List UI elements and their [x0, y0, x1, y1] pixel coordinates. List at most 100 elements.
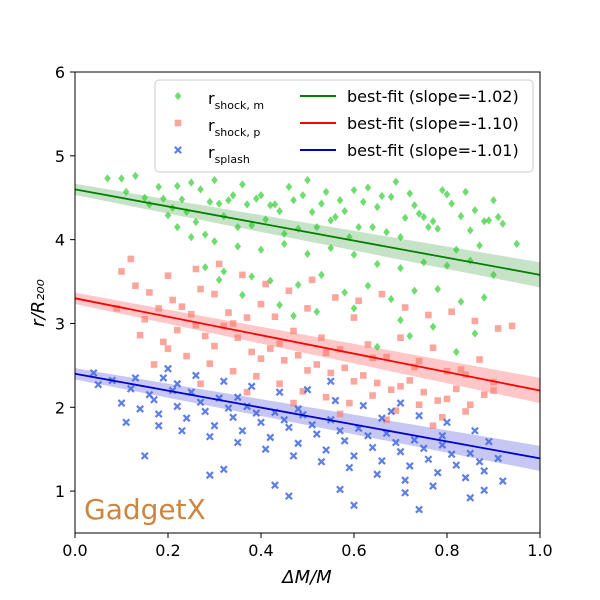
point-s0-78: [439, 186, 446, 195]
point-s1-46: [466, 401, 474, 409]
point-s2-17: [340, 436, 349, 445]
point-s0-12: [290, 196, 297, 205]
point-s0-41: [178, 195, 186, 204]
point-s2-77: [205, 471, 214, 480]
point-s2-80: [401, 488, 410, 497]
point-s0-106: [411, 286, 418, 295]
x-axis-label: ΔM/M: [280, 567, 332, 588]
y-tick-label-2: 3: [55, 314, 65, 333]
point-s0-76: [406, 189, 414, 198]
point-s0-21: [425, 222, 432, 232]
point-s0-82: [174, 222, 181, 232]
point-s1-15: [350, 314, 358, 321]
point-s1-84: [462, 371, 469, 378]
point-s2-87: [154, 421, 163, 430]
point-s2-98: [117, 399, 126, 407]
point-s0-40: [164, 211, 172, 220]
point-s2-65: [470, 426, 479, 435]
point-s1-30: [220, 322, 228, 330]
point-s1-50: [183, 352, 190, 360]
point-s0-47: [257, 191, 265, 200]
point-s2-59: [303, 385, 312, 394]
point-s1-56: [322, 393, 330, 401]
point-s0-60: [485, 216, 493, 225]
fit-band-1: [75, 292, 540, 404]
point-s1-55: [299, 388, 307, 395]
point-s0-86: [257, 245, 265, 254]
point-s0-4: [160, 194, 167, 203]
point-s0-28: [234, 222, 242, 232]
point-s0-53: [355, 222, 362, 232]
point-s2-32: [182, 414, 191, 423]
legend-label-shock-p-sub: shock, p: [215, 126, 261, 139]
legend-frame: [154, 79, 534, 173]
point-s0-115: [429, 322, 437, 331]
point-s2-36: [238, 426, 247, 435]
point-s0-46: [239, 180, 246, 189]
point-s1-59: [392, 407, 400, 414]
point-s1-11: [290, 327, 297, 335]
point-s1-78: [192, 321, 200, 329]
point-s0-99: [248, 272, 255, 281]
point-s2-24: [438, 441, 447, 449]
point-s0-16: [350, 186, 358, 195]
x-axis-ticks: 0.0 0.2 0.4 0.6 0.8 1.0: [62, 533, 553, 560]
point-s1-20: [429, 344, 437, 352]
point-s1-67: [285, 287, 293, 295]
point-s2-89: [233, 393, 242, 402]
legend-label-fit-s: best-fit (slope=-1.01): [347, 141, 519, 160]
point-s1-76: [494, 325, 502, 332]
point-s0-79: [453, 245, 460, 254]
point-s0-30: [271, 200, 279, 209]
point-s2-48: [405, 462, 414, 470]
fit-line-0: [74, 188, 541, 276]
point-s2-51: [447, 450, 456, 459]
point-s0-94: [443, 261, 451, 270]
point-s1-9: [257, 300, 265, 308]
point-s2-81: [466, 493, 475, 502]
point-s2-97: [94, 380, 103, 389]
point-s0-59: [466, 226, 474, 235]
point-s0-114: [397, 315, 404, 325]
point-s2-15: [312, 430, 321, 439]
point-s0-77: [420, 212, 428, 222]
point-s0-23: [457, 212, 465, 221]
point-s0-92: [397, 264, 404, 273]
point-s1-60: [415, 401, 423, 409]
point-s0-52: [336, 196, 344, 205]
point-s2-101: [122, 418, 131, 427]
point-s2-96: [498, 477, 507, 485]
point-s1-102: [490, 387, 497, 394]
point-s2-73: [373, 470, 382, 479]
point-s2-0: [89, 368, 98, 377]
point-s0-25: [490, 196, 497, 205]
point-s1-51: [206, 360, 214, 367]
y-axis-label: r/R₂₀₀: [28, 279, 49, 327]
point-s1-48: [141, 315, 149, 323]
point-s2-30: [154, 410, 163, 418]
point-s1-6: [211, 290, 218, 298]
point-s0-55: [397, 232, 404, 242]
point-s1-91: [383, 416, 390, 424]
point-s2-95: [484, 437, 493, 446]
point-s0-103: [341, 288, 348, 297]
point-s2-7: [201, 407, 210, 416]
point-s1-65: [239, 271, 246, 279]
point-s2-70: [289, 451, 298, 460]
point-s0-72: [322, 187, 330, 196]
point-s1-57: [346, 399, 353, 407]
point-s1-37: [327, 369, 335, 377]
point-s2-93: [396, 399, 405, 407]
point-s1-33: [267, 345, 274, 352]
point-s0-29: [253, 194, 260, 203]
x-tick-label-4: 0.8: [434, 541, 459, 560]
point-s0-15: [332, 212, 339, 222]
point-s1-23: [476, 356, 483, 363]
point-s2-45: [364, 431, 372, 440]
point-s0-51: [327, 216, 335, 225]
point-s1-5: [197, 285, 204, 293]
point-s1-81: [322, 349, 330, 357]
point-s1-40: [373, 379, 381, 387]
point-s1-83: [415, 357, 423, 365]
point-s1-99: [350, 377, 358, 385]
